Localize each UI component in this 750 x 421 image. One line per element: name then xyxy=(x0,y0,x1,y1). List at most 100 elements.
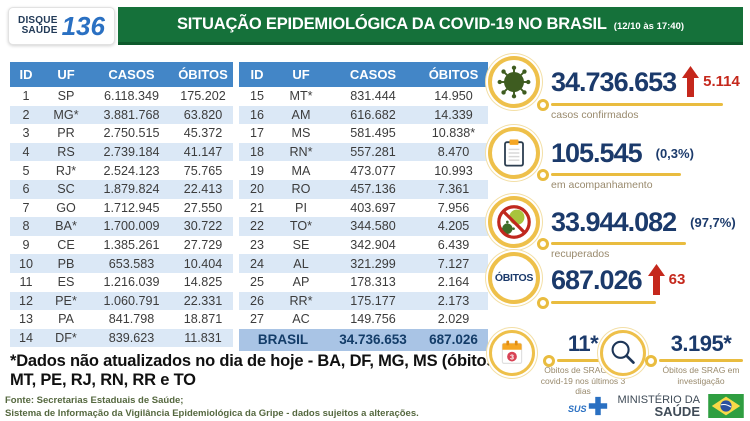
cell-casos: 581.495 xyxy=(350,126,396,141)
cell-obitos: 22.413 xyxy=(183,182,223,197)
cell-uf: CE xyxy=(57,238,75,253)
cell-obitos: 14.339 xyxy=(434,107,473,122)
cell-casos: 175.177 xyxy=(350,293,396,308)
recovered-percent: (97,7%) xyxy=(690,214,736,230)
cell-uf: MG* xyxy=(53,107,79,122)
table-row: 12 PE* 1.060.791 22.331 xyxy=(10,291,233,311)
table-row: 19 MA 473.077 10.993 xyxy=(239,161,488,180)
svg-text:3: 3 xyxy=(510,352,514,361)
cell-id: 22 xyxy=(249,219,264,234)
cell-obitos: 45.372 xyxy=(183,126,223,141)
table-row: 20 RO 457.136 7.361 xyxy=(239,179,488,199)
recovered-value: 33.944.082 xyxy=(551,207,677,237)
col-header-uf: UF xyxy=(275,62,327,87)
cell-obitos: 10.404 xyxy=(183,256,223,271)
table-row: 26 RR* 175.177 2.173 xyxy=(239,291,488,311)
disque-saude-label: DISQUE SAÚDE xyxy=(18,16,58,36)
total-label: BRASIL xyxy=(239,328,327,351)
col-header-casos: CASOS xyxy=(90,62,173,87)
stat-deaths: ÓBITOS 687.026 63 xyxy=(488,252,685,309)
table-row: 15 MT* 831.444 14.950 xyxy=(239,87,488,106)
cell-casos: 149.756 xyxy=(350,312,396,327)
confirmed-cases-value: 34.736.653 xyxy=(551,66,677,97)
cell-obitos: 27.550 xyxy=(183,200,223,215)
table-row: 5 RJ* 2.524.123 75.765 xyxy=(10,161,233,180)
stat-srag-investigation: 3.195* Óbitos de SRAG em investigação xyxy=(600,330,750,386)
table-row: 17 MS 581.495 10.838* xyxy=(239,124,488,143)
cell-uf: PR xyxy=(57,126,75,141)
footnote: *Dados não atualizados no dia de hoje - … xyxy=(10,352,510,391)
cell-casos: 1.216.039 xyxy=(103,275,160,290)
cell-casos: 403.697 xyxy=(350,200,396,215)
cell-uf: MA xyxy=(291,163,311,178)
cell-id: 9 xyxy=(22,238,30,253)
cell-casos: 2.739.184 xyxy=(103,145,160,160)
recovered-label: recuperados xyxy=(551,248,610,260)
cell-id: 20 xyxy=(249,182,264,197)
stat-confirmed-cases: 34.736.653 5.114 casos confirmados xyxy=(488,56,740,121)
table-row: 3 PR 2.750.515 45.372 xyxy=(10,124,233,143)
table-row: 14 DF* 839.623 11.831 xyxy=(10,328,233,348)
cell-id: 4 xyxy=(22,145,30,160)
cell-uf: SC xyxy=(57,182,75,197)
clipboard-icon xyxy=(488,127,540,179)
total-obitos: 687.026 xyxy=(419,328,488,351)
cell-uf: RJ* xyxy=(55,163,77,178)
cell-casos: 653.583 xyxy=(108,256,155,271)
stat-monitoring: 105.545 (0,3%) em acompanhamento xyxy=(488,127,694,191)
cell-obitos: 41.147 xyxy=(183,145,223,160)
cell-obitos: 22.331 xyxy=(183,293,223,308)
cell-obitos: 2.164 xyxy=(437,275,470,290)
cell-id: 13 xyxy=(18,312,33,327)
cell-uf: PB xyxy=(57,256,75,271)
yellow-rule xyxy=(537,297,656,309)
page-title: SITUAÇÃO EPIDEMIOLÓGICA DA COVID-19 NO B… xyxy=(176,15,607,33)
col-header-casos: CASOS xyxy=(327,62,419,87)
cell-uf: RO xyxy=(291,182,311,197)
stat-recovered: 33.944.082 (97,7%) recuperados xyxy=(488,196,736,260)
cell-uf: PE* xyxy=(55,293,77,308)
title-banner: SITUAÇÃO EPIDEMIOLÓGICA DA COVID-19 NO B… xyxy=(118,7,743,45)
cell-uf: AP xyxy=(292,275,310,290)
cell-casos: 1.879.824 xyxy=(103,182,160,197)
confirmed-cases-delta: 5.114 xyxy=(703,73,740,90)
table-row: 7 GO 1.712.945 27.550 xyxy=(10,199,233,218)
cell-casos: 1.060.791 xyxy=(103,293,160,308)
total-casos: 34.736.653 xyxy=(327,328,419,351)
footnote-line1: *Dados não atualizados no dia de hoje - … xyxy=(10,352,506,370)
up-arrow-icon xyxy=(647,264,665,295)
confirmed-cases-label: casos confirmados xyxy=(551,109,639,121)
ministry-line2: SAÚDE xyxy=(654,404,700,419)
cell-casos: 178.313 xyxy=(350,275,396,290)
cell-id: 19 xyxy=(249,163,264,178)
cell-obitos: 10.993 xyxy=(434,163,473,178)
cell-casos: 1.700.009 xyxy=(103,219,160,234)
cell-id: 1 xyxy=(22,89,30,104)
cell-uf: GO xyxy=(56,200,76,215)
table-row: 1 SP 6.118.349 175.202 xyxy=(10,87,233,106)
table-row: 6 SC 1.879.824 22.413 xyxy=(10,179,233,199)
cell-obitos: 30.722 xyxy=(183,219,223,234)
srag-investigation-label: Óbitos de SRAG em investigação xyxy=(662,365,740,386)
table-row: 2 MG* 3.881.768 63.820 xyxy=(10,105,233,125)
cell-uf: RS xyxy=(57,145,75,160)
cell-id: 14 xyxy=(18,331,33,346)
cell-uf: AL xyxy=(293,256,309,271)
cell-uf: AC xyxy=(292,312,310,327)
yellow-rule xyxy=(645,355,743,367)
cell-obitos: 8.470 xyxy=(437,145,470,160)
footnote-line2: MT, PE, RJ, RN, RR e TO xyxy=(10,371,196,390)
table-row: 9 CE 1.385.261 27.729 xyxy=(10,236,233,255)
source-line2: Sistema de Informação da Vigilância Epid… xyxy=(5,407,419,419)
cell-obitos: 7.127 xyxy=(437,256,470,271)
cell-casos: 1.385.261 xyxy=(103,238,160,253)
calendar-icon: 3 xyxy=(489,330,535,376)
cell-id: 2 xyxy=(22,107,30,122)
table-row: 11 ES 1.216.039 14.825 xyxy=(10,273,233,292)
states-table-left: ID UF CASOS ÓBITOS 1 SP 6.118.349 175.202 2 M… xyxy=(10,62,233,348)
yellow-rule xyxy=(543,355,609,367)
table-row: 13 PA 841.798 18.871 xyxy=(10,310,233,329)
cell-uf: DF* xyxy=(55,331,77,346)
table-row: 24 AL 321.299 7.127 xyxy=(239,254,488,273)
